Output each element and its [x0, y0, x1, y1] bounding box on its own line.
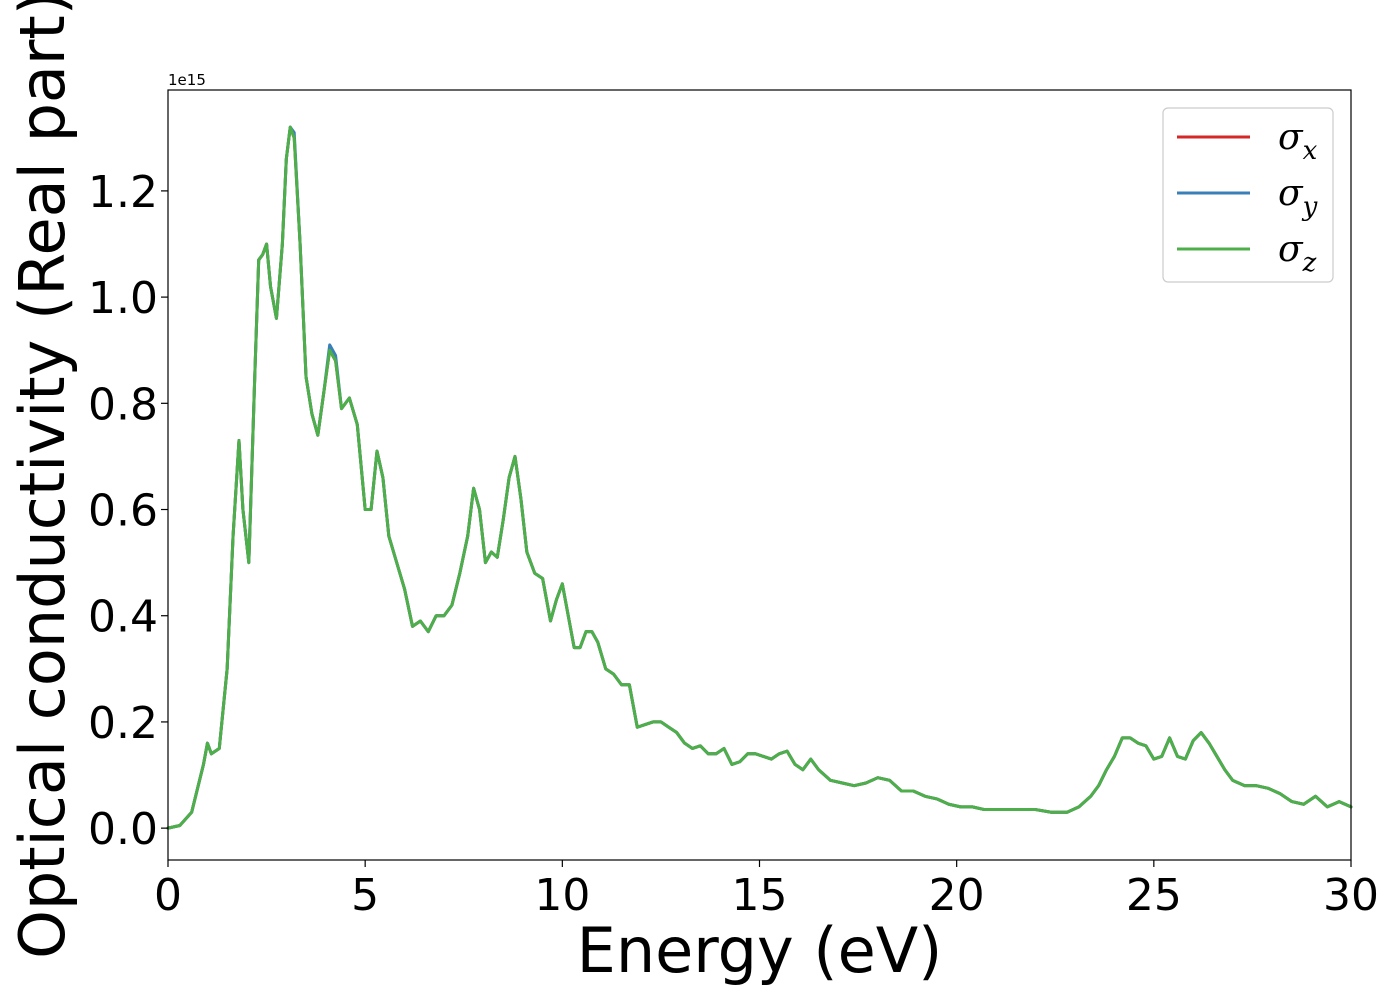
- series-layer: [166, 125, 1353, 830]
- y-offset-label: 1e15: [168, 71, 206, 89]
- x-tick-label: 25: [1126, 870, 1182, 921]
- legend-label-y: σy: [1278, 173, 1318, 222]
- y-tick-label: 0.6: [88, 486, 158, 537]
- x-axis-title: Energy (eV): [577, 914, 943, 987]
- x-tick-label: 10: [534, 870, 590, 921]
- y-tick-label: 1.0: [88, 273, 158, 324]
- x-tick-label: 30: [1323, 870, 1379, 921]
- y-tick-label: 1.2: [88, 167, 158, 218]
- y-tick-label: 0.2: [88, 698, 158, 749]
- x-tick-label: 20: [929, 870, 985, 921]
- legend-label-z: σz: [1278, 229, 1317, 278]
- x-tick-label: 5: [351, 870, 379, 921]
- y-tick-label: 0.4: [88, 592, 158, 643]
- x-axis: 0 5 10 15 20 25 30: [154, 860, 1379, 921]
- legend-box: [1162, 107, 1334, 283]
- x-tick-label: 15: [732, 870, 788, 921]
- y-tick-label: 0.8: [88, 379, 158, 430]
- legend-label-x: σx: [1278, 117, 1318, 166]
- x-tick-label: 0: [154, 870, 182, 921]
- legend: σx σy σz: [1162, 107, 1334, 283]
- y-axis: 0.0 0.2 0.4 0.6 0.8 1.0 1.2: [88, 167, 168, 855]
- y-tick-label: 0.0: [88, 804, 158, 855]
- y-axis-title: Optical conductivity (Real part): [6, 0, 79, 959]
- series-line-z: [166, 125, 1353, 830]
